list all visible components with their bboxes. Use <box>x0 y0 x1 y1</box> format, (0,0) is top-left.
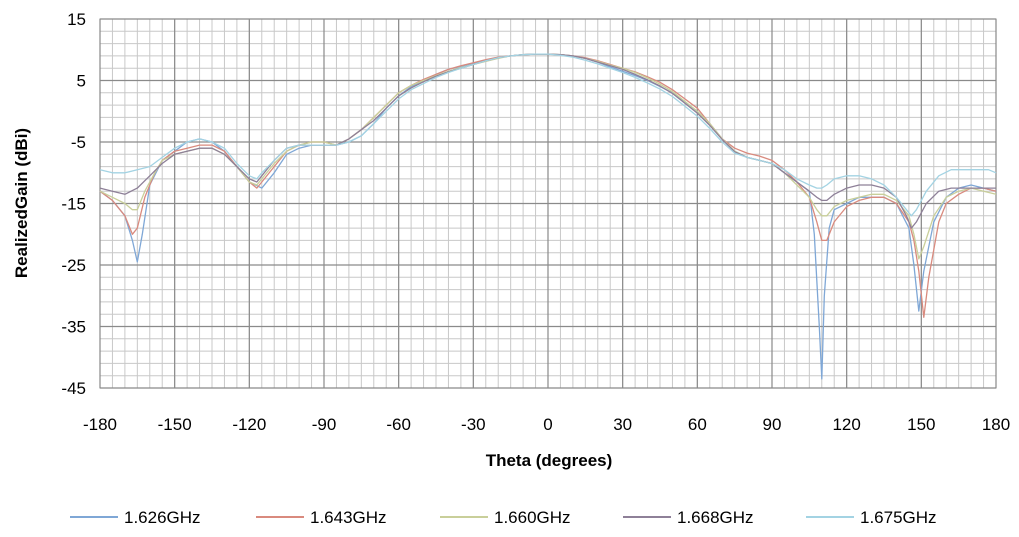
x-tick-label: -60 <box>386 415 411 434</box>
x-tick-label: -90 <box>312 415 337 434</box>
series-line-1.675GHz <box>99 53 997 217</box>
y-tick-label: 15 <box>67 10 86 29</box>
x-tick-label: -30 <box>461 415 486 434</box>
y-tick-label: -25 <box>61 256 86 275</box>
x-axis-title: Theta (degrees) <box>486 451 613 470</box>
legend-label: 1.643GHz <box>310 508 387 527</box>
y-tick-label: -5 <box>71 133 86 152</box>
x-tick-label: 150 <box>907 415 935 434</box>
y-axis-tick-labels: 15 5 -5 -15 -25 -35 -45 <box>61 10 86 398</box>
legend: 1.626GHz 1.643GHz 1.660GHz 1.668GHz 1.675GHz <box>70 508 937 527</box>
x-axis-tick-labels: -180 -150 -120 -90 -60 -30 0 30 60 90 120 150 180 <box>83 415 1010 434</box>
legend-label: 1.626GHz <box>124 508 201 527</box>
legend-label: 1.660GHz <box>494 508 571 527</box>
y-tick-label: -15 <box>61 195 86 214</box>
series-line-1.668GHz <box>99 53 996 229</box>
y-tick-label: 5 <box>77 72 86 91</box>
x-tick-label: 0 <box>543 415 552 434</box>
y-tick-label: -35 <box>61 318 86 337</box>
major-grid <box>99 18 997 389</box>
x-tick-label: 180 <box>982 415 1010 434</box>
plot-area-frame <box>99 18 997 389</box>
legend-label: 1.668GHz <box>677 508 754 527</box>
x-tick-label: 30 <box>613 415 632 434</box>
x-tick-label: -120 <box>232 415 266 434</box>
x-tick-label: 120 <box>832 415 860 434</box>
y-axis-title: RealizedGain (dBi) <box>12 128 31 278</box>
series-lines <box>99 53 997 380</box>
legend-label: 1.675GHz <box>860 508 937 527</box>
x-tick-label: -180 <box>83 415 117 434</box>
y-tick-label: -45 <box>61 379 86 398</box>
x-tick-label: 90 <box>763 415 782 434</box>
x-tick-label: 60 <box>688 415 707 434</box>
x-tick-label: -150 <box>158 415 192 434</box>
